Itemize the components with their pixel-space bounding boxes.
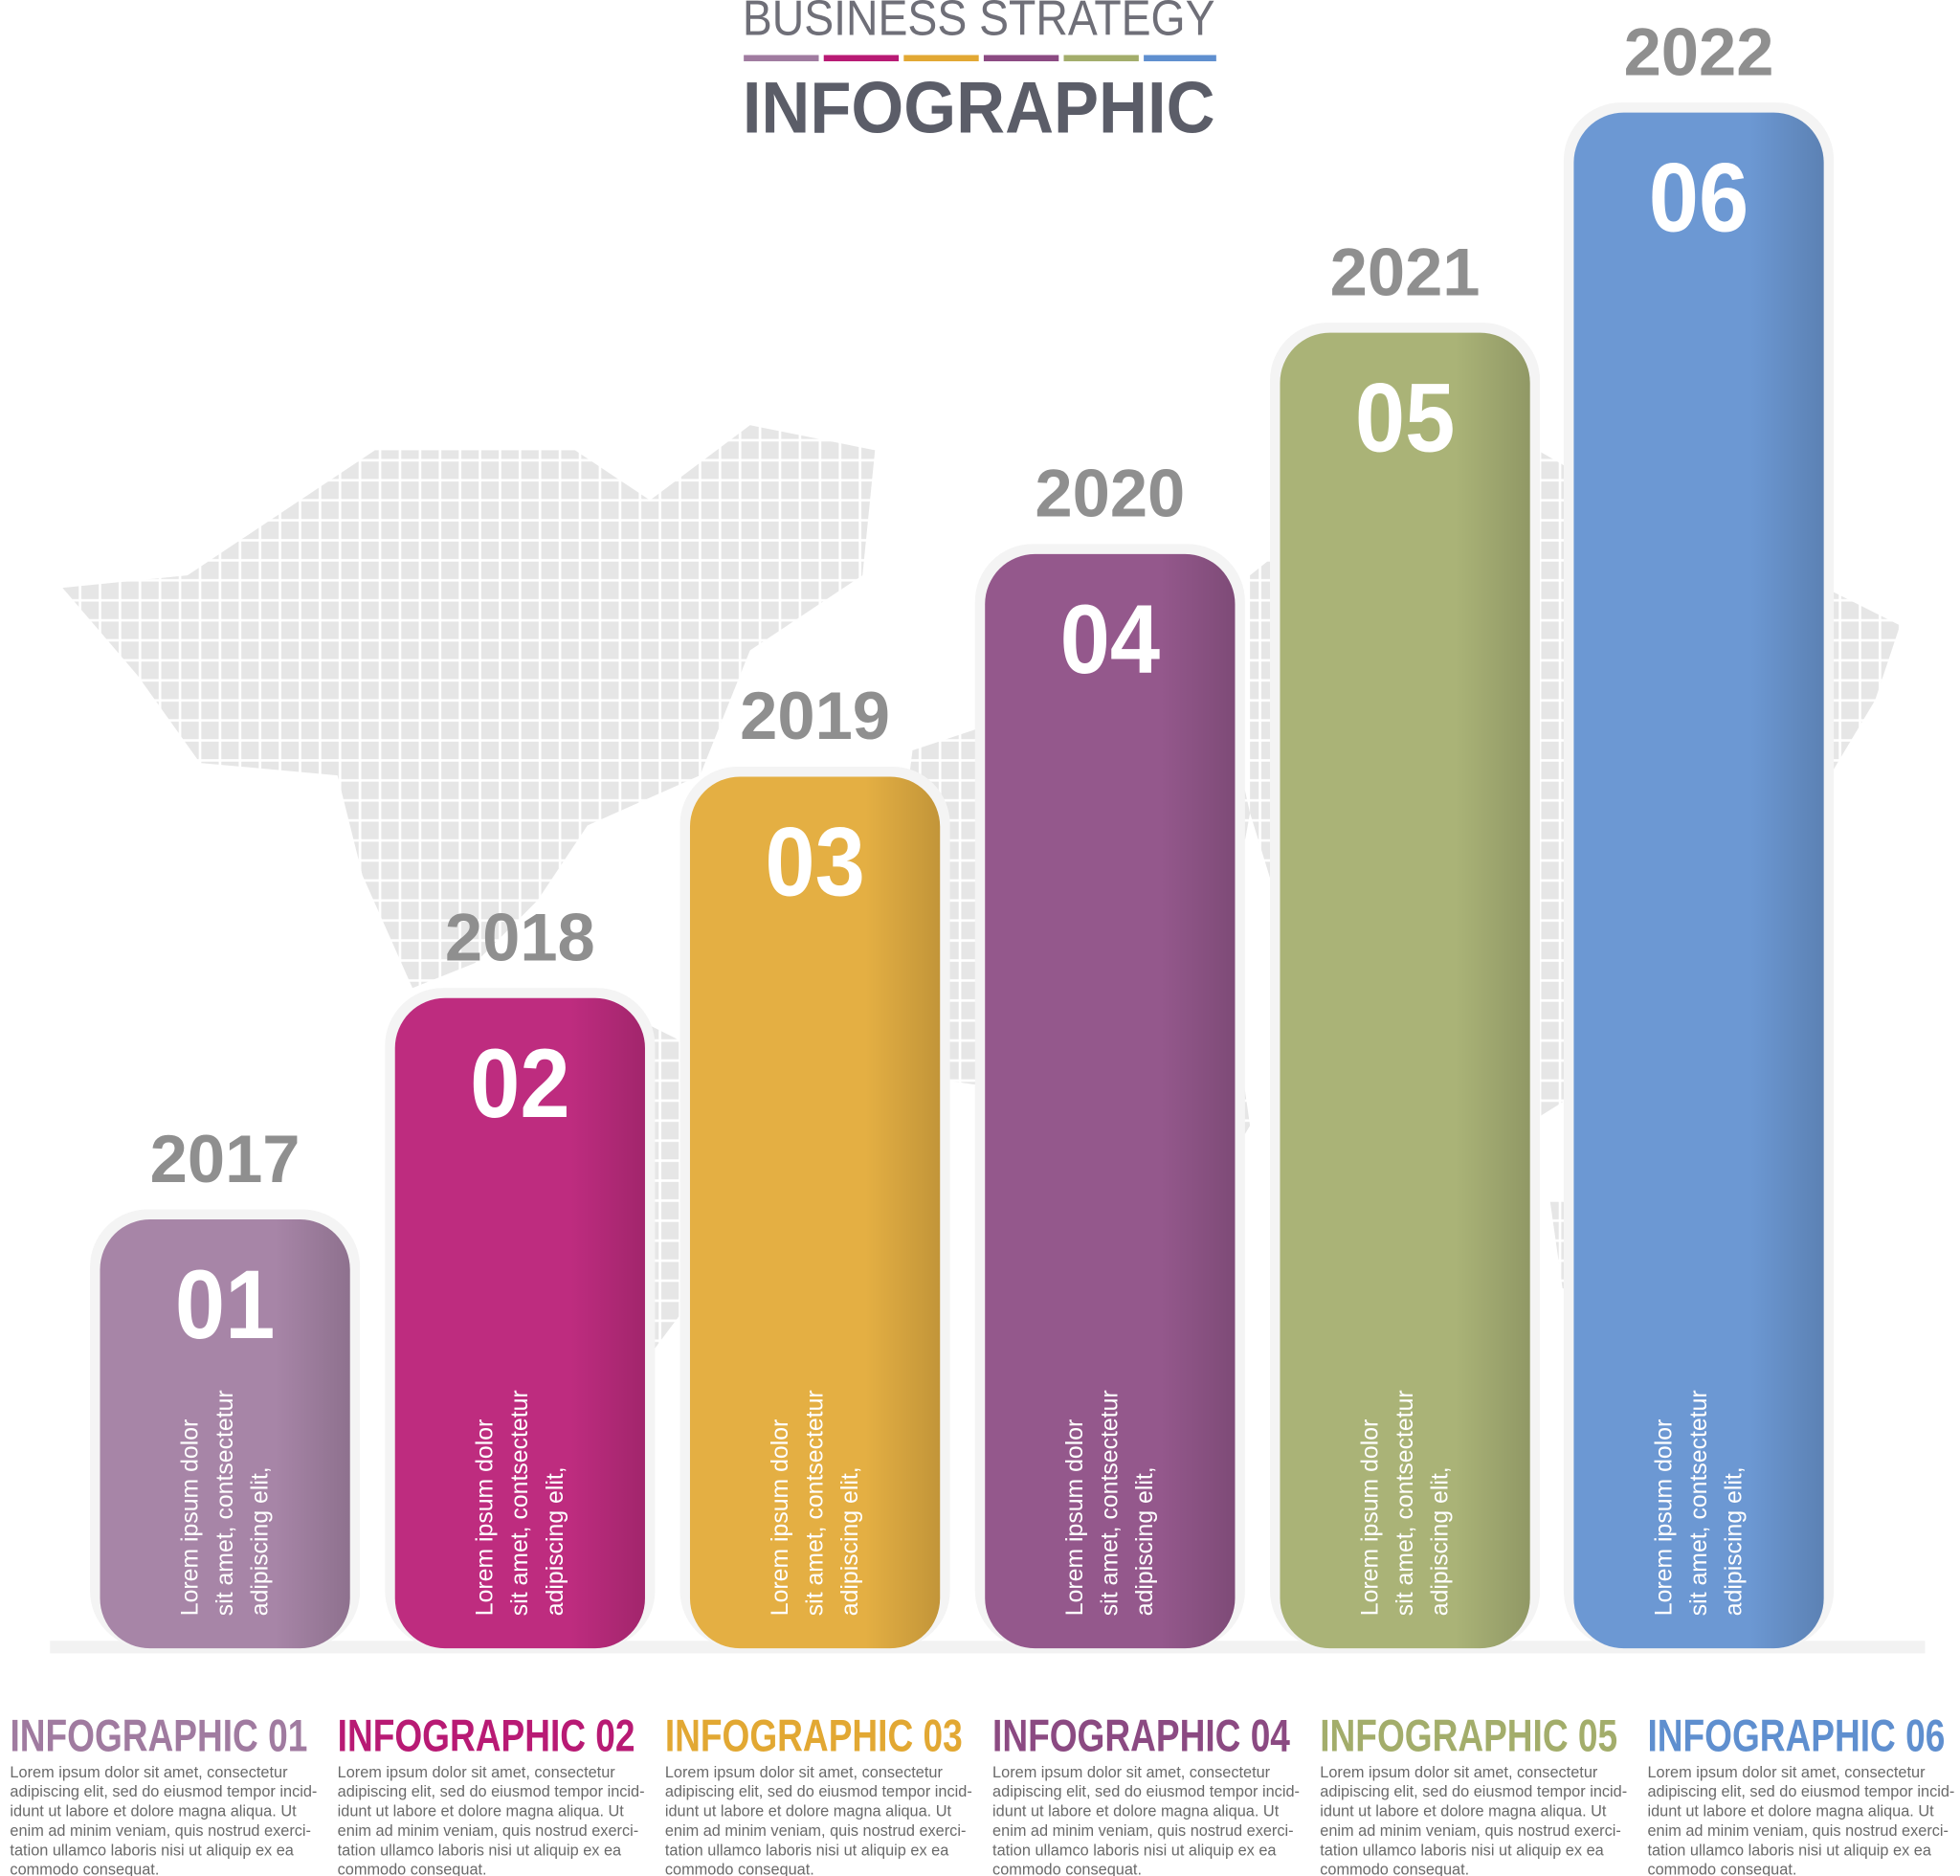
body-text: idunt ut labore et dolore magna aliqua. … xyxy=(1320,1803,1607,1820)
bar-text: adipiscing elit, xyxy=(1427,1466,1453,1616)
body-text: Lorem ipsum dolor sit amet, consectetur xyxy=(10,1764,288,1781)
bar-text: adipiscing elit, xyxy=(1132,1466,1158,1616)
body-text: commodo consequat. xyxy=(665,1862,814,1876)
body-text: adipiscing elit, sed do eiusmod tempor i… xyxy=(992,1783,1300,1800)
body-text: Lorem ipsum dolor sit amet, consectetur xyxy=(1647,1764,1926,1781)
year: 2019 xyxy=(740,678,890,753)
body-text: commodo consequat. xyxy=(338,1862,487,1876)
bar-group: 2022 06 Lorem ipsum dolor sit amet, contsec… xyxy=(1563,13,1954,1876)
bar-group: 2020 04 Lorem ipsum dolor sit amet, contsec… xyxy=(974,456,1300,1876)
bar-shade xyxy=(689,776,941,1649)
body-text: enim ad minim veniam, quis nostrud exerc… xyxy=(10,1822,311,1840)
body-text: idunt ut labore et dolore magna aliqua. … xyxy=(992,1803,1280,1820)
body-text: tation ullamco laboris nisi ut aliquip e… xyxy=(10,1842,294,1859)
body-text: Lorem ipsum dolor sit amet, consectetur xyxy=(992,1764,1271,1781)
number: 04 xyxy=(1060,585,1161,694)
bar-text: Lorem ipsum dolor xyxy=(473,1419,499,1617)
body-text: Lorem ipsum dolor sit amet, consectetur xyxy=(1320,1764,1598,1781)
bar-text: sit amet, contsectetur xyxy=(1098,1390,1124,1616)
bar-group: 2017 01 Lorem ipsum dolor sit amet, contsec… xyxy=(10,1121,361,1876)
body-text: commodo consequat. xyxy=(1320,1862,1469,1876)
body-text: commodo consequat. xyxy=(992,1862,1142,1876)
bar-text: Lorem ipsum dolor xyxy=(1651,1419,1677,1617)
bar-shade xyxy=(985,553,1236,1649)
body-text: enim ad minim veniam, quis nostrud exerc… xyxy=(992,1822,1294,1840)
body-text: idunt ut labore et dolore magna aliqua. … xyxy=(665,1803,952,1820)
body-text: adipiscing elit, sed do eiusmod tempor i… xyxy=(1647,1783,1954,1800)
body-text: adipiscing elit, sed do eiusmod tempor i… xyxy=(1320,1783,1627,1800)
bar-text: adipiscing elit, xyxy=(248,1466,274,1616)
bar-shade xyxy=(1280,332,1530,1649)
heading: INFOGRAPHIC 06 xyxy=(1647,1709,1945,1760)
year: 2020 xyxy=(1035,456,1185,531)
bar-text: Lorem ipsum dolor xyxy=(1062,1419,1088,1617)
year: 2017 xyxy=(150,1121,301,1196)
heading: INFOGRAPHIC 05 xyxy=(1320,1709,1617,1760)
year: 2021 xyxy=(1330,234,1481,309)
body-text: tation ullamco laboris nisi ut aliquip e… xyxy=(992,1842,1277,1859)
body-text: idunt ut labore et dolore magna aliqua. … xyxy=(1647,1803,1934,1820)
bar-text: sit amet, contsectetur xyxy=(212,1390,238,1616)
bar-text: sit amet, contsectetur xyxy=(802,1390,828,1616)
bar-text: sit amet, contsectetur xyxy=(1392,1390,1418,1616)
body-text: tation ullamco laboris nisi ut aliquip e… xyxy=(1320,1842,1604,1859)
body-text: enim ad minim veniam, quis nostrud exerc… xyxy=(1320,1822,1621,1840)
year: 2018 xyxy=(445,900,595,975)
bar-text: Lorem ipsum dolor xyxy=(177,1419,203,1617)
bar-group: 2019 03 Lorem ipsum dolor sit amet, contsec… xyxy=(665,678,972,1876)
heading: INFOGRAPHIC 02 xyxy=(338,1709,635,1760)
number: 06 xyxy=(1649,144,1748,253)
body-text: commodo consequat. xyxy=(1647,1862,1796,1876)
body-text: Lorem ipsum dolor sit amet, consectetur xyxy=(338,1764,616,1781)
heading: INFOGRAPHIC 03 xyxy=(665,1709,963,1760)
number: 03 xyxy=(765,808,864,917)
body-text: tation ullamco laboris nisi ut aliquip e… xyxy=(1647,1842,1931,1859)
bar-shade xyxy=(100,1219,350,1649)
body-text: idunt ut labore et dolore magna aliqua. … xyxy=(338,1803,625,1820)
subtitle: INFOGRAPHIC xyxy=(743,67,1215,148)
body-text: enim ad minim veniam, quis nostrud exerc… xyxy=(338,1822,639,1840)
bar-text: Lorem ipsum dolor xyxy=(1357,1419,1383,1617)
body-text: enim ad minim veniam, quis nostrud exerc… xyxy=(1647,1822,1949,1840)
body-text: enim ad minim veniam, quis nostrud exerc… xyxy=(665,1822,967,1840)
bar-text: adipiscing elit, xyxy=(837,1466,863,1616)
body-text: adipiscing elit, sed do eiusmod tempor i… xyxy=(338,1783,645,1800)
body-text: adipiscing elit, sed do eiusmod tempor i… xyxy=(10,1783,317,1800)
body-text: Lorem ipsum dolor sit amet, consectetur xyxy=(665,1764,944,1781)
bar-group: 2021 05 Lorem ipsum dolor sit amet, contsec… xyxy=(1270,234,1627,1876)
bar-text: adipiscing elit, xyxy=(543,1466,568,1616)
body-text: idunt ut labore et dolore magna aliqua. … xyxy=(10,1803,297,1820)
bar-group: 2018 02 Lorem ipsum dolor sit amet, contsec… xyxy=(338,900,656,1876)
body-text: tation ullamco laboris nisi ut aliquip e… xyxy=(338,1842,622,1859)
number: 01 xyxy=(175,1250,275,1359)
heading: INFOGRAPHIC 01 xyxy=(10,1709,307,1760)
bar-text: Lorem ipsum dolor xyxy=(768,1419,793,1617)
body-text: commodo consequat. xyxy=(10,1862,159,1876)
year: 2022 xyxy=(1624,13,1774,89)
number: 02 xyxy=(470,1029,569,1138)
bar-shade xyxy=(1573,112,1824,1649)
bar-text: sit amet, contsectetur xyxy=(1686,1390,1712,1616)
body-text: tation ullamco laboris nisi ut aliquip e… xyxy=(665,1842,949,1859)
bar-text: adipiscing elit, xyxy=(1721,1466,1747,1616)
heading: INFOGRAPHIC 04 xyxy=(992,1709,1290,1760)
title-stripes xyxy=(744,55,1216,62)
title: BUSINESS STRATEGY xyxy=(743,0,1215,47)
bar-text: sit amet, contsectetur xyxy=(507,1390,533,1616)
bar-shade xyxy=(394,997,645,1649)
body-text: adipiscing elit, sed do eiusmod tempor i… xyxy=(665,1783,972,1800)
number: 05 xyxy=(1355,364,1455,473)
